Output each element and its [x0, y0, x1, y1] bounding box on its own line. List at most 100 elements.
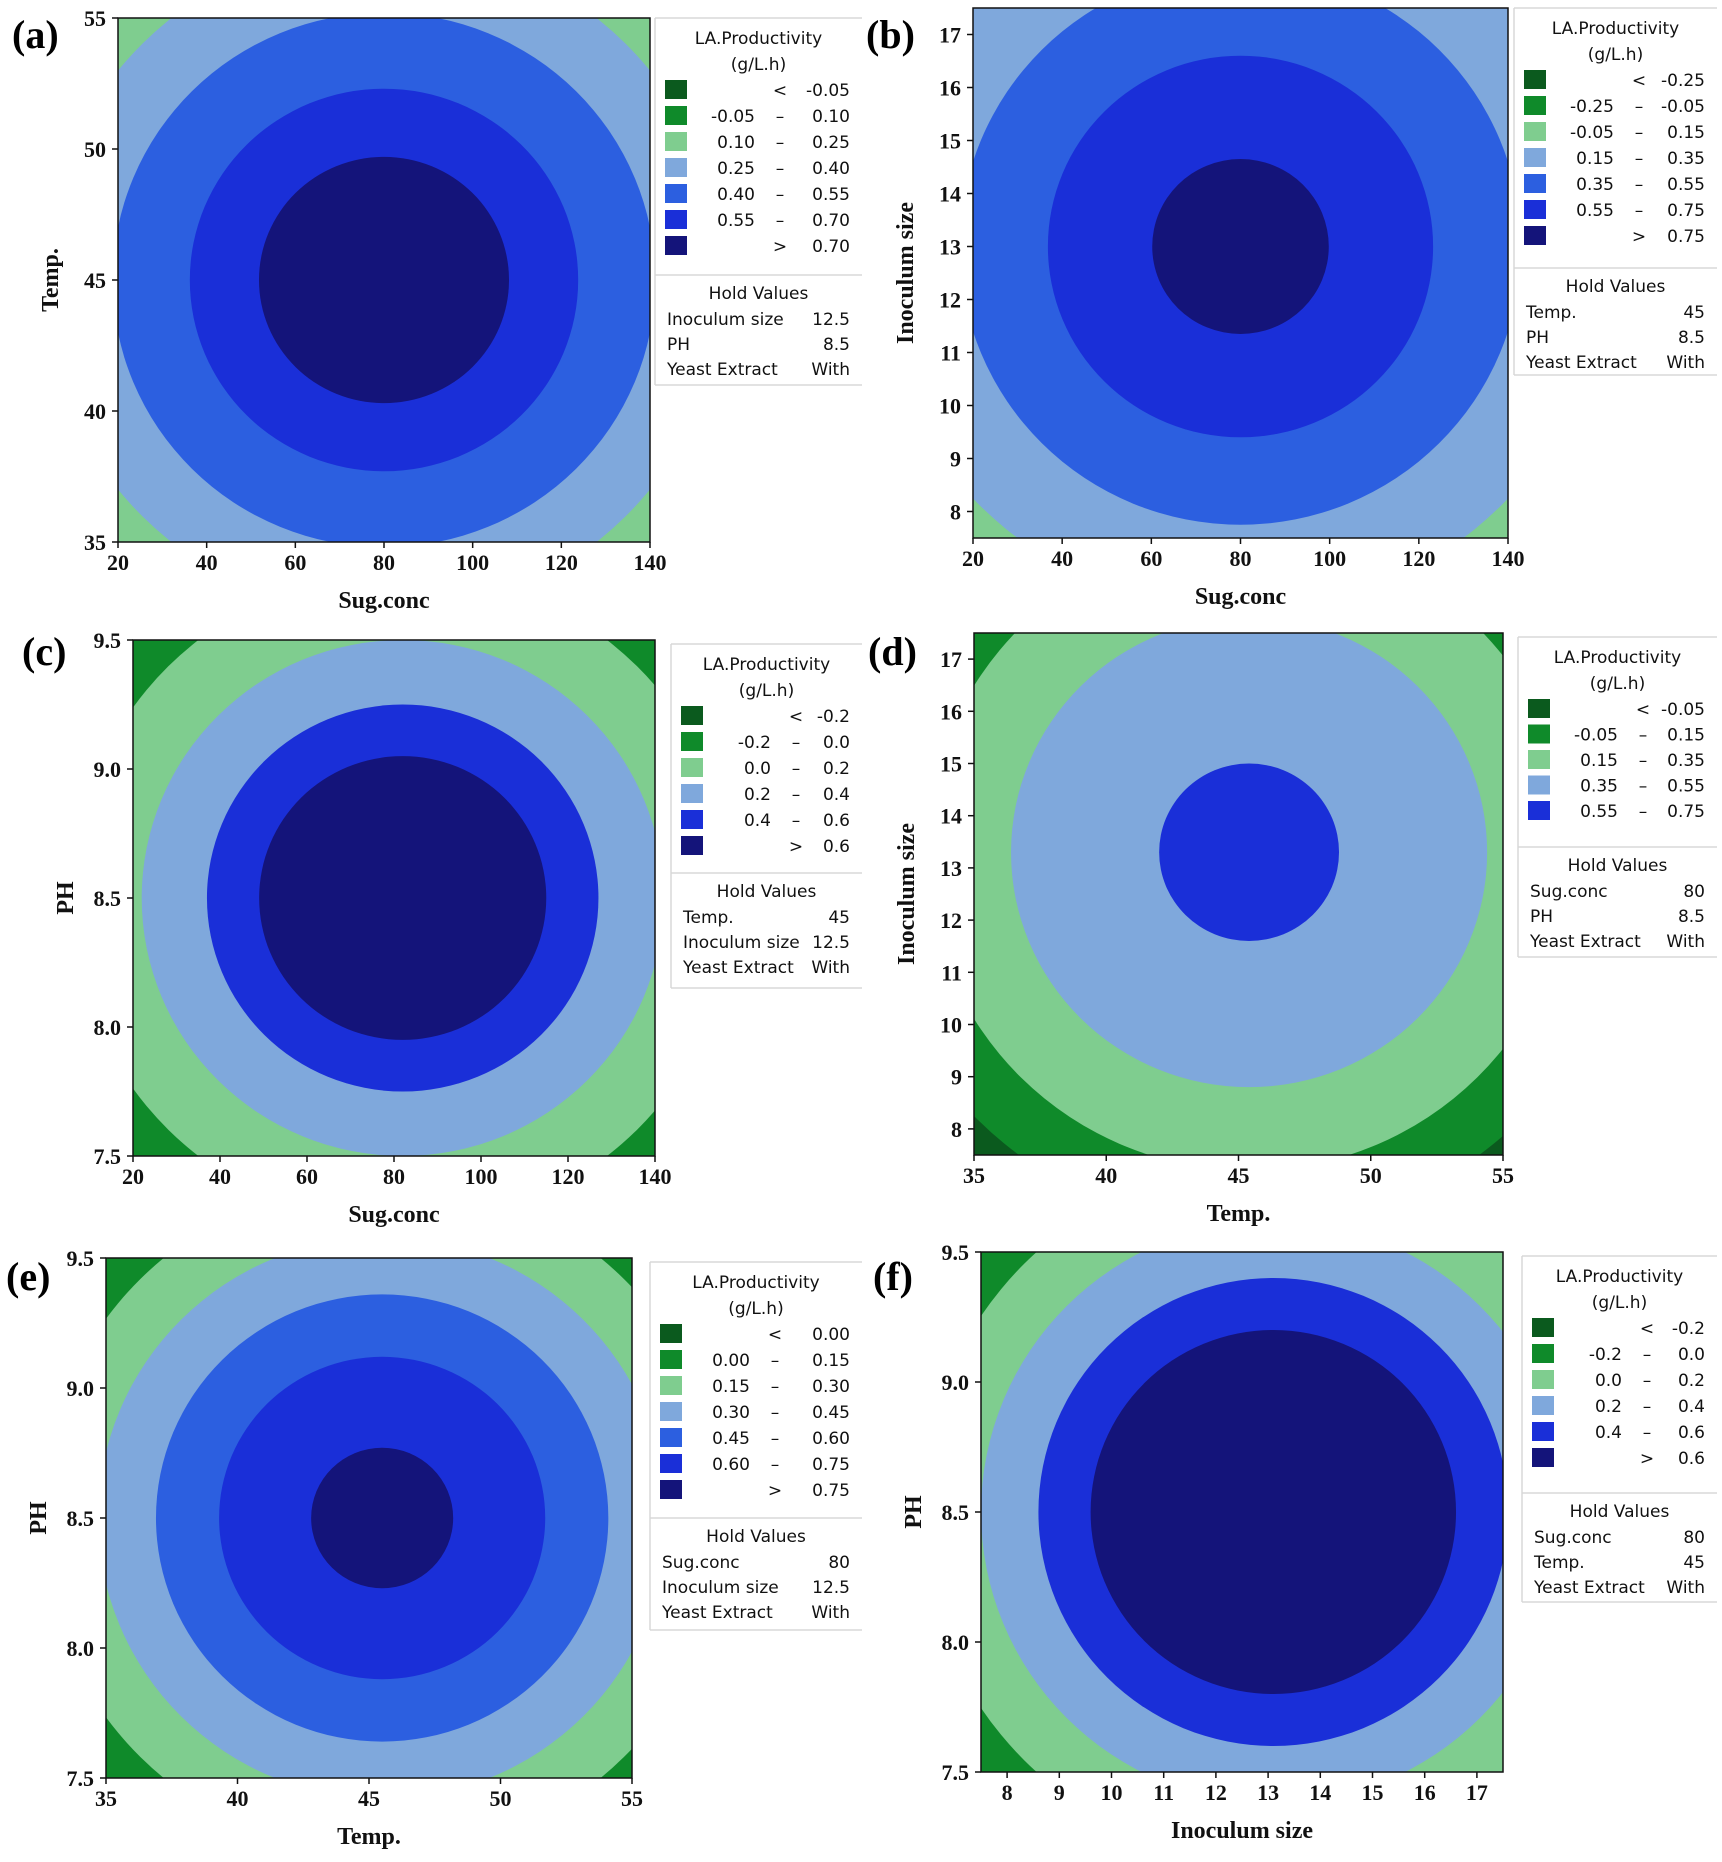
legend-swatch	[1524, 96, 1546, 115]
y-tick-label: 17	[940, 647, 962, 672]
panel-5: 8 9 10 11 12 13 14 15 16 17 7.5 8.0 8.5 9.0 9.5 Inoculu…	[873, 1240, 1717, 1844]
y-tick-label: 10	[939, 394, 961, 419]
legend-swatch	[1532, 1448, 1554, 1467]
hold-values-title: Hold Values	[709, 284, 809, 304]
legend-range-high: 0.70	[812, 237, 850, 257]
hold-value-value: With	[811, 958, 850, 978]
contour-band-6 level-0.75	[1152, 159, 1329, 334]
hold-value-value: 12.5	[812, 1578, 850, 1598]
hold-value-name: Temp.	[1525, 303, 1577, 323]
legend-range-high: 0.15	[1667, 123, 1705, 143]
legend-swatch	[1524, 70, 1546, 89]
legend-range-low: -0.05	[711, 107, 755, 127]
legend-swatch	[660, 1428, 682, 1447]
contour-band-5 level-0.6	[259, 756, 547, 1040]
legend-range-low: 0.45	[712, 1429, 750, 1449]
x-tick-label: 17	[1466, 1780, 1488, 1805]
hold-values-title: Hold Values	[1568, 856, 1668, 876]
legend-range-low: 0.40	[717, 185, 755, 205]
x-tick-label: 11	[1153, 1780, 1174, 1805]
x-axis-title: Sug.conc	[338, 588, 430, 614]
y-tick-label: 14	[939, 182, 961, 207]
hold-value-value: 8.5	[823, 335, 850, 355]
hold-value-value: With	[811, 1603, 850, 1623]
x-tick-label: 100	[1313, 546, 1346, 571]
hold-value-value: 8.5	[1678, 328, 1705, 348]
panel-label: (b)	[866, 12, 915, 57]
legend-swatch	[1528, 724, 1550, 744]
legend: LA.Productivity (g/L.h) < 0.00 0.00 – 0.15 0.15…	[649, 1261, 862, 1631]
legend-range-sep: >	[768, 1481, 782, 1501]
hold-values-title: Hold Values	[706, 1527, 806, 1547]
y-tick-label: 8.0	[94, 1015, 122, 1040]
legend-title: LA.Productivity	[703, 655, 830, 675]
legend-range-low: 0.15	[1580, 751, 1618, 771]
legend-range-sep: –	[776, 107, 785, 127]
y-tick-label: 11	[940, 341, 961, 366]
contour-area	[133, 640, 655, 1156]
legend-range-high: 0.15	[812, 1351, 850, 1371]
y-tick-label: 7.5	[942, 1760, 970, 1785]
x-tick-label: 14	[1309, 1780, 1331, 1805]
legend-swatch	[1524, 200, 1546, 219]
hold-values-title: Hold Values	[1570, 1502, 1670, 1522]
hold-value-value: With	[1666, 353, 1705, 373]
legend-swatch	[660, 1480, 682, 1499]
legend-range-sep: –	[1635, 149, 1644, 169]
legend-range-sep: >	[1632, 227, 1646, 247]
legend-range-sep: –	[1639, 726, 1648, 746]
legend-range-sep: –	[771, 1403, 780, 1423]
hold-value-name: Sug.conc	[662, 1553, 740, 1573]
legend: LA.Productivity (g/L.h) < -0.05 -0.05 – 0.10 0.…	[654, 17, 862, 386]
legend-range-sep: –	[1635, 123, 1644, 143]
y-tick-label: 11	[941, 960, 962, 985]
legend: LA.Productivity(g/L.h)< -0.2-0.2–0.00.0–0…	[670, 643, 862, 989]
legend-swatch	[665, 158, 687, 177]
legend-range-sep: –	[776, 159, 785, 179]
legend-swatch	[1524, 174, 1546, 193]
y-tick-label: 9.5	[67, 1246, 95, 1271]
legend-swatch	[660, 1324, 682, 1343]
hold-value-name: PH	[667, 335, 690, 355]
x-axis-title: Temp.	[337, 1824, 401, 1850]
hold-value-name: Sug.conc	[1530, 882, 1608, 902]
panel-1: 20 40 60 80 100 120 140 8 9 10 11 12 13 14 15 16 17 Sug.c…	[866, 7, 1717, 610]
legend-range-high: 0.75	[812, 1455, 850, 1475]
legend-range-high: -0.05	[806, 81, 850, 101]
hold-value-name: Temp.	[1533, 1553, 1585, 1573]
legend-swatch	[1524, 226, 1546, 245]
x-tick-label: 50	[1360, 1163, 1382, 1188]
legend-swatch	[1532, 1422, 1554, 1441]
legend-range-sep: <	[789, 707, 803, 727]
x-tick-label: 55	[1492, 1163, 1514, 1188]
legend-range-high: 0.4	[1678, 1397, 1705, 1417]
legend-swatch	[665, 80, 687, 99]
legend-swatch	[660, 1376, 682, 1395]
legend-range-sep: –	[792, 811, 801, 831]
legend-range-sep: >	[773, 237, 787, 257]
hold-value-value: 8.5	[1678, 907, 1705, 927]
legend-title: (g/L.h)	[1590, 674, 1645, 694]
legend-swatch	[665, 184, 687, 203]
y-tick-label: 14	[940, 804, 962, 829]
legend-swatch	[660, 1350, 682, 1369]
legend-range-high: 0.00	[812, 1325, 850, 1345]
y-tick-label: 9.5	[942, 1240, 970, 1265]
x-tick-label: 45	[1228, 1163, 1250, 1188]
y-tick-label: 8.5	[942, 1500, 970, 1525]
x-tick-label: 100	[465, 1164, 498, 1189]
legend-range-high: 0.75	[812, 1481, 850, 1501]
legend-range-low: 0.55	[717, 211, 755, 231]
legend-range-low: 0.2	[744, 785, 771, 805]
x-tick-label: 35	[963, 1163, 985, 1188]
hold-value-value: 12.5	[812, 933, 850, 953]
y-tick-label: 13	[939, 235, 961, 260]
y-axis-title: PH	[901, 1495, 927, 1529]
contour-area	[118, 18, 650, 542]
legend-range-high: 0.75	[1667, 201, 1705, 221]
x-tick-label: 80	[383, 1164, 405, 1189]
hold-value-name: Inoculum size	[683, 933, 800, 953]
legend-range-sep: –	[1643, 1423, 1652, 1443]
contour-area	[106, 1258, 632, 1778]
hold-value-name: PH	[1526, 328, 1549, 348]
